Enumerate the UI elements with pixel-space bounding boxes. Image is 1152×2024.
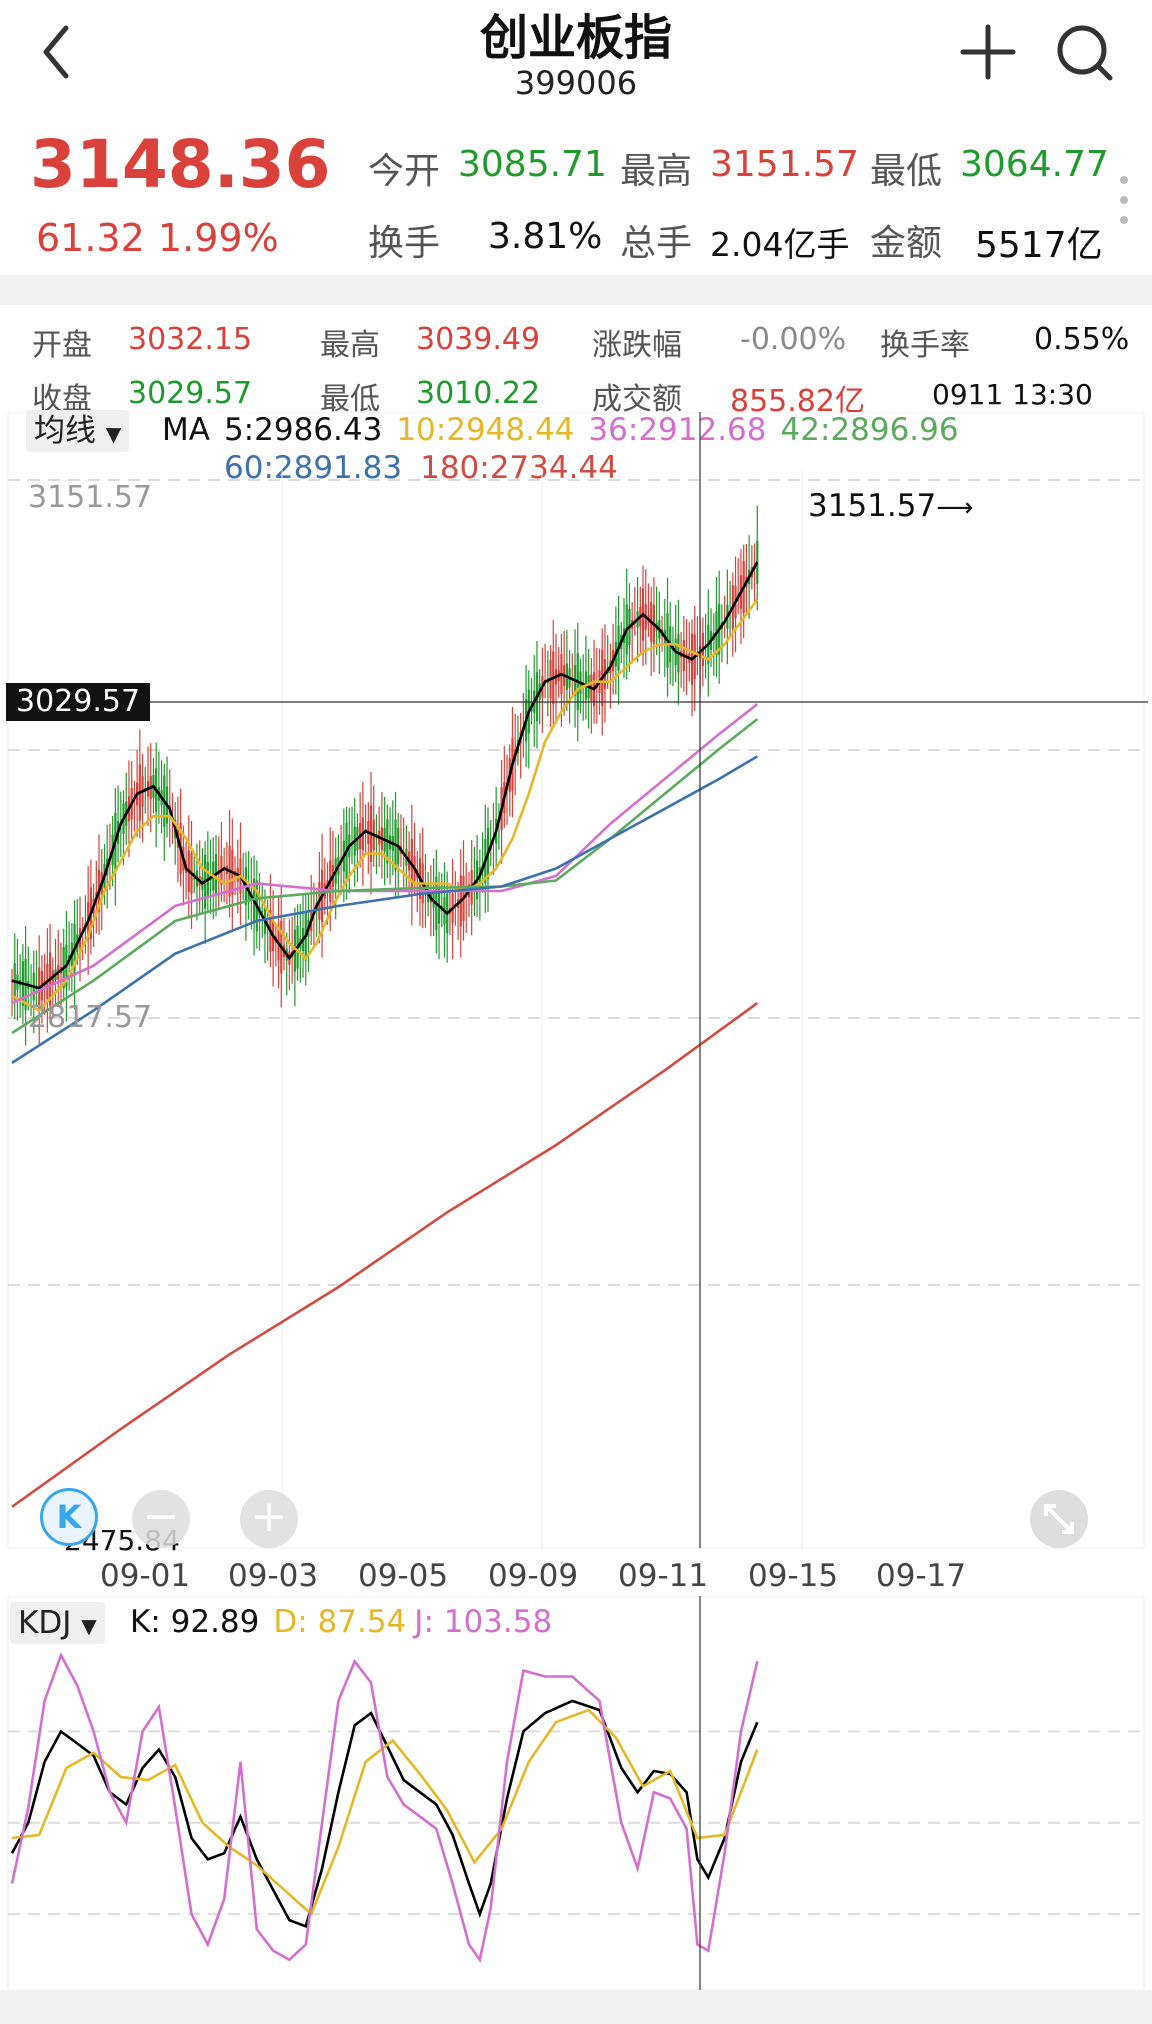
kdj-j-value: J: 103.58 (414, 1604, 553, 1640)
section-divider (0, 275, 1152, 305)
ma60-line (11, 755, 758, 1064)
kdj-chart[interactable] (0, 1596, 1152, 1990)
ma-selector-label: 均线 (34, 413, 96, 449)
bar-chg-value: -0.00% (740, 322, 847, 357)
time-axis-label: 09-15 (748, 1558, 839, 1594)
amount-label: 金额 (870, 223, 943, 264)
bar-open-value: 3032.15 (128, 322, 253, 357)
price-change-pct: 1.99% (158, 216, 279, 260)
add-watchlist-button[interactable] (958, 22, 1018, 82)
bar-open-label: 开盘 (32, 328, 92, 363)
kdj-k-value: K: 92.89 (130, 1604, 260, 1640)
bar-turnover-value: 0.55% (1034, 322, 1130, 357)
chart-frame (7, 412, 1145, 1549)
ma5-line (11, 561, 759, 990)
ma-legend-row1: MA 5:2986.43 10:2948.44 36:2912.68 42:2896.9… (162, 412, 959, 448)
bar-chg-label: 涨跌幅 (592, 328, 682, 363)
ma10-value: 10:2948.44 (396, 412, 575, 448)
more-icon (1120, 176, 1128, 224)
ma-selector[interactable]: 均线 ▼ (26, 410, 130, 452)
turnover-label: 换手 (368, 223, 441, 264)
quote-panel: 3148.36 61.32 1.99% 今开 3085.71 最高 3151.5… (0, 120, 1152, 275)
arrow-right-icon: ⟶ (936, 493, 974, 523)
low-value: 3064.77 (960, 144, 1109, 185)
k-logo-button[interactable]: K (40, 1488, 98, 1546)
chevron-down-icon: ▼ (105, 422, 122, 446)
volume-label: 总手 (620, 223, 693, 264)
zoom-out-button[interactable]: − (132, 1490, 190, 1548)
open-label: 今开 (368, 151, 441, 192)
search-button[interactable] (1052, 20, 1116, 84)
back-button[interactable] (36, 22, 80, 82)
time-axis-label: 09-01 (100, 1558, 191, 1594)
bottom-band (0, 1990, 1152, 2024)
ma42-value: 42:2896.96 (780, 412, 959, 448)
zoom-in-icon: + (250, 1491, 288, 1542)
more-button[interactable] (1114, 172, 1134, 232)
high-label: 最高 (620, 151, 693, 192)
ma180-line (11, 1002, 759, 1508)
current-price: 3148.36 (30, 126, 331, 203)
kdj-k-line (10, 1699, 759, 1929)
kdj-selector-label: KDJ (18, 1605, 72, 1641)
kdj-frame (7, 1596, 1145, 1990)
ma36-value: 36:2912.68 (588, 412, 767, 448)
time-axis-label: 09-17 (876, 1558, 967, 1594)
time-axis-label: 09-11 (618, 1558, 709, 1594)
top-bar: 创业板指 399006 (0, 0, 1152, 120)
back-icon (43, 25, 69, 79)
crosshair-price-label: 3029.57 (6, 683, 151, 721)
candlestick-chart[interactable] (0, 412, 1152, 1562)
bar-time: 0911 13:30 (932, 378, 1093, 411)
price-axis-top: 3151.57 (28, 480, 153, 515)
bar-close-value: 3029.57 (128, 376, 253, 411)
turnover-value: 3.81% (488, 216, 603, 257)
max-price-marker: 3151.57⟶ (808, 488, 973, 524)
zoom-in-button[interactable]: + (240, 1490, 298, 1548)
max-price-value: 3151.57 (808, 488, 937, 524)
plus-icon (960, 24, 1016, 80)
ma5-value: 5:2986.43 (223, 412, 383, 448)
time-axis-label: 09-05 (358, 1558, 449, 1594)
price-change: 61.32 (36, 216, 145, 260)
k-logo-icon: K (56, 1498, 82, 1536)
bar-high-label: 最高 (320, 328, 380, 363)
chevron-down-icon: ▼ (81, 1614, 97, 1638)
kdj-j-line (10, 1652, 759, 1963)
search-icon (1057, 25, 1113, 81)
bar-high-value: 3039.49 (416, 322, 541, 357)
volume-value: 2.04亿手 (710, 225, 850, 264)
stock-code: 399006 (514, 64, 638, 102)
kdj-legend: K: 92.89 D: 87.54 J: 103.58 (130, 1604, 552, 1640)
time-axis-label: 09-09 (488, 1558, 579, 1594)
bar-amount-label: 成交额 (592, 382, 682, 417)
bar-amount-value: 855.82亿 (730, 384, 865, 419)
ma42-line (11, 718, 759, 1035)
ma-label: MA (162, 412, 210, 448)
bar-low-value: 3010.22 (416, 376, 541, 411)
kdj-d-value: D: 87.54 (273, 1604, 407, 1640)
time-axis-label: 09-03 (228, 1558, 319, 1594)
kdj-selector[interactable]: KDJ ▼ (10, 1602, 105, 1644)
zoom-out-icon: − (142, 1491, 180, 1542)
bar-low-label: 最低 (320, 382, 380, 417)
bar-turnover-label: 换手率 (880, 328, 970, 363)
price-axis-mid: 2817.57 (28, 1000, 153, 1035)
low-label: 最低 (870, 151, 943, 192)
amount-value: 5517亿 (975, 225, 1103, 266)
fullscreen-icon (1044, 1504, 1074, 1534)
ma10-line (11, 598, 759, 1013)
page-title: 创业板指 (479, 10, 672, 66)
high-value: 3151.57 (710, 144, 859, 185)
open-value: 3085.71 (458, 144, 607, 185)
fullscreen-button[interactable] (1030, 1490, 1088, 1548)
